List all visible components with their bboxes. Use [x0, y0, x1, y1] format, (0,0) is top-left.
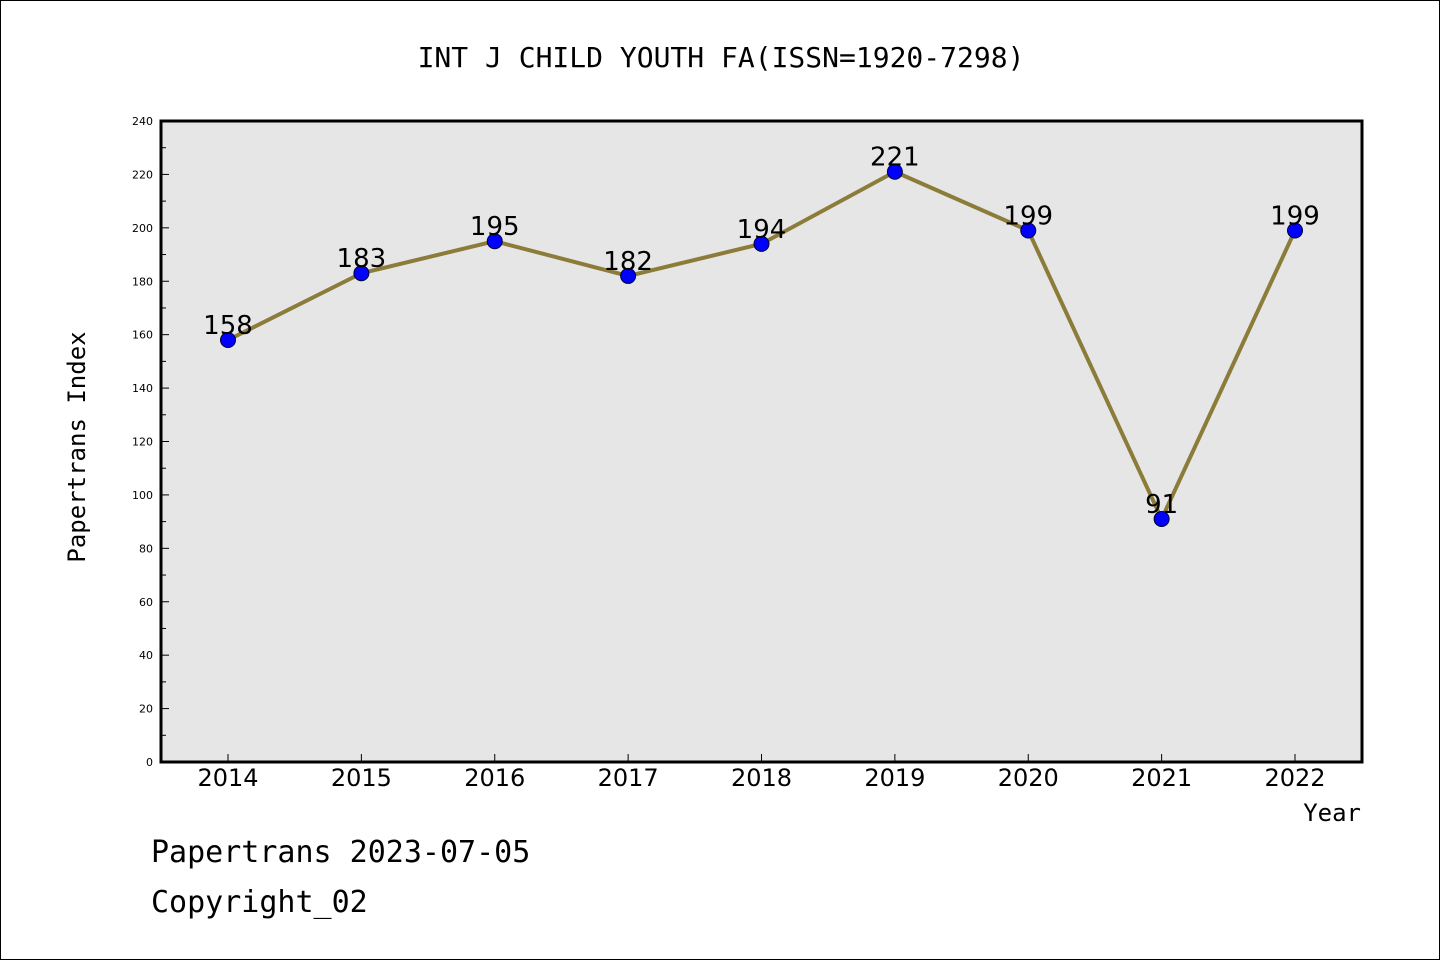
x-axis-title: Year	[1303, 799, 1361, 827]
x-tick-label: 2016	[464, 764, 525, 792]
x-tick-label: 2022	[1264, 764, 1325, 792]
y-tick-label: 160	[132, 329, 153, 342]
y-tick-label: 80	[139, 542, 153, 555]
y-tick-label: 20	[139, 703, 153, 716]
data-label: 158	[203, 311, 253, 341]
y-tick-label: 180	[132, 275, 153, 288]
x-tick-label: 2021	[1131, 764, 1192, 792]
data-labels: 158 183 195 182 194 221 199 91 199	[203, 143, 1320, 520]
y-tick-label: 0	[146, 756, 153, 769]
data-point-marker	[886, 163, 903, 180]
x-tick-label: 2014	[197, 764, 258, 792]
data-point-marker	[353, 265, 370, 282]
y-tick-label: 220	[132, 168, 153, 181]
data-point-marker	[753, 235, 770, 252]
x-tick-label: 2019	[864, 764, 925, 792]
footer-copyright-text: Copyright_02	[151, 885, 368, 920]
y-tick-label: 40	[139, 649, 153, 662]
y-tick-label: 140	[132, 382, 153, 395]
data-point-marker	[486, 233, 503, 250]
y-tick-label: 60	[139, 596, 153, 609]
data-point-marker	[220, 332, 236, 349]
data-label: 199	[1270, 202, 1320, 232]
data-label: 221	[870, 143, 920, 173]
plot-area	[159, 119, 1364, 764]
y-tick-label: 120	[132, 436, 153, 449]
data-label: 195	[470, 212, 520, 242]
footer-date-text: Papertrans 2023-07-05	[151, 835, 531, 870]
data-label: 194	[737, 215, 787, 245]
chart-title: INT J CHILD YOUTH FA(ISSN=1920-7298)	[418, 41, 1025, 74]
x-axis: 2014 2015 2016 2017 2018 2019 2020 2021 2022	[197, 754, 1326, 792]
data-point-marker	[1020, 222, 1037, 239]
y-tick-label: 100	[132, 489, 153, 502]
y-tick-label: 240	[132, 115, 153, 128]
data-point-marker	[1153, 510, 1170, 527]
data-point-marker	[620, 267, 637, 284]
data-label: 182	[603, 247, 653, 277]
data-point-marker	[1287, 222, 1303, 239]
x-tick-label: 2017	[598, 764, 659, 792]
y-axis-title: Papertrans Index	[63, 331, 91, 562]
x-tick-label: 2015	[331, 764, 392, 792]
data-label: 183	[337, 244, 387, 274]
y-axis: 0 20 40 60 80 100 120 140 160 180 200 220 240	[132, 115, 169, 769]
x-tick-label: 2018	[731, 764, 792, 792]
data-label: 91	[1145, 490, 1178, 520]
data-label: 199	[1003, 202, 1053, 232]
x-tick-label: 2020	[998, 764, 1059, 792]
y-tick-label: 200	[132, 222, 153, 235]
data-markers	[220, 163, 1303, 527]
